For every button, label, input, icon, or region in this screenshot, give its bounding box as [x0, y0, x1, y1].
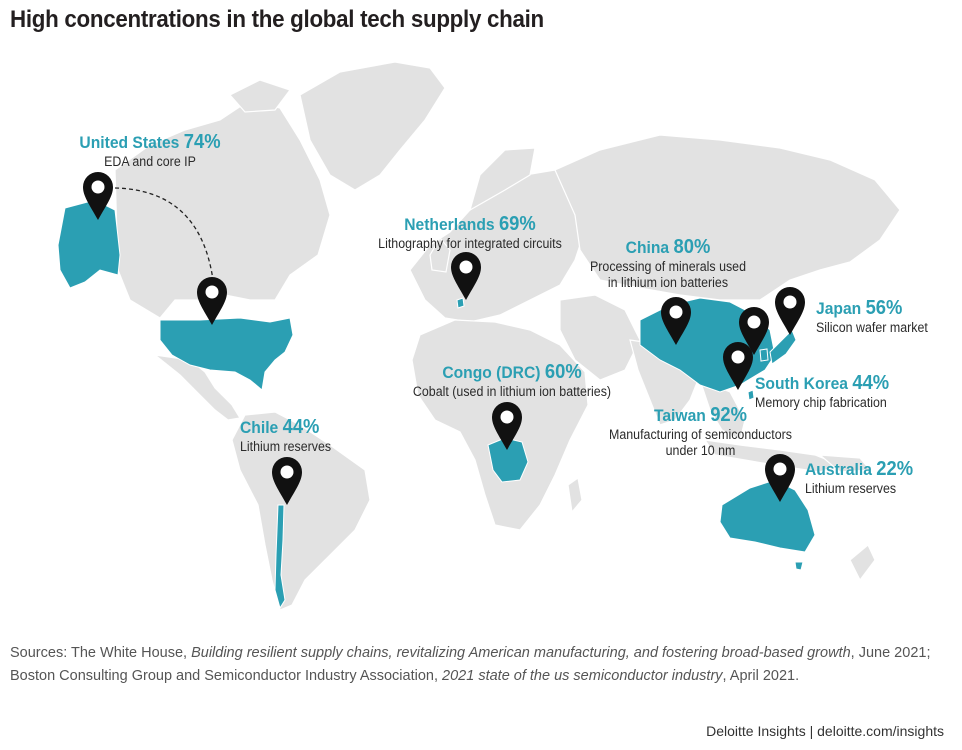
middle-east [559, 294, 641, 381]
callout-united-states: United States 74% EDA and core IP [79, 131, 221, 169]
alaska-to-usa-arc [114, 187, 214, 281]
netherlands-shape [456, 297, 465, 309]
callout-china: China 80% Processing of minerals used in… [589, 236, 747, 291]
japan-pin [775, 287, 805, 335]
usa-shape [159, 317, 294, 391]
scandinavia [469, 147, 536, 212]
callout-japan: Japan 56% Silicon wafer market [816, 297, 928, 335]
callout-south-korea: South Korea 44% Memory chip fabrication [755, 372, 890, 410]
chile-shape [274, 504, 286, 610]
callout-chile: Chile 44% Lithium reserves [240, 416, 332, 454]
south-korea-shape [759, 348, 769, 362]
madagascar [567, 476, 583, 514]
greenland [299, 61, 446, 191]
papua [818, 454, 872, 473]
arctic-islands [229, 79, 291, 113]
south-america [231, 411, 371, 611]
callout-netherlands: Netherlands 69% Lithography for integrat… [378, 213, 562, 251]
land-masses [114, 61, 901, 611]
callout-congo: Congo (DRC) 60% Cobalt (used in lithium … [412, 361, 612, 399]
japan-shape [769, 329, 797, 365]
alaska-shape [57, 199, 121, 289]
southeast-asia [699, 378, 746, 441]
taiwan-shape [747, 389, 755, 401]
russia [554, 134, 901, 301]
usa-pin [197, 277, 227, 325]
australia-shape [719, 479, 816, 553]
sources-note: Sources: The White House, Building resil… [10, 645, 931, 684]
callout-australia: Australia 22% Lithium reserves [805, 458, 914, 496]
footer-credit: Deloitte Insights | deloitte.com/insight… [706, 723, 944, 739]
canada [114, 99, 331, 319]
callout-taiwan: Taiwan 92% Manufacturing of semiconducto… [609, 404, 792, 459]
page-title: High concentrations in the global tech s… [10, 6, 544, 33]
tasmania-shape [794, 561, 804, 571]
indonesia [703, 439, 842, 473]
uk [429, 236, 451, 273]
world-map [57, 61, 901, 611]
new-zealand [849, 544, 876, 582]
